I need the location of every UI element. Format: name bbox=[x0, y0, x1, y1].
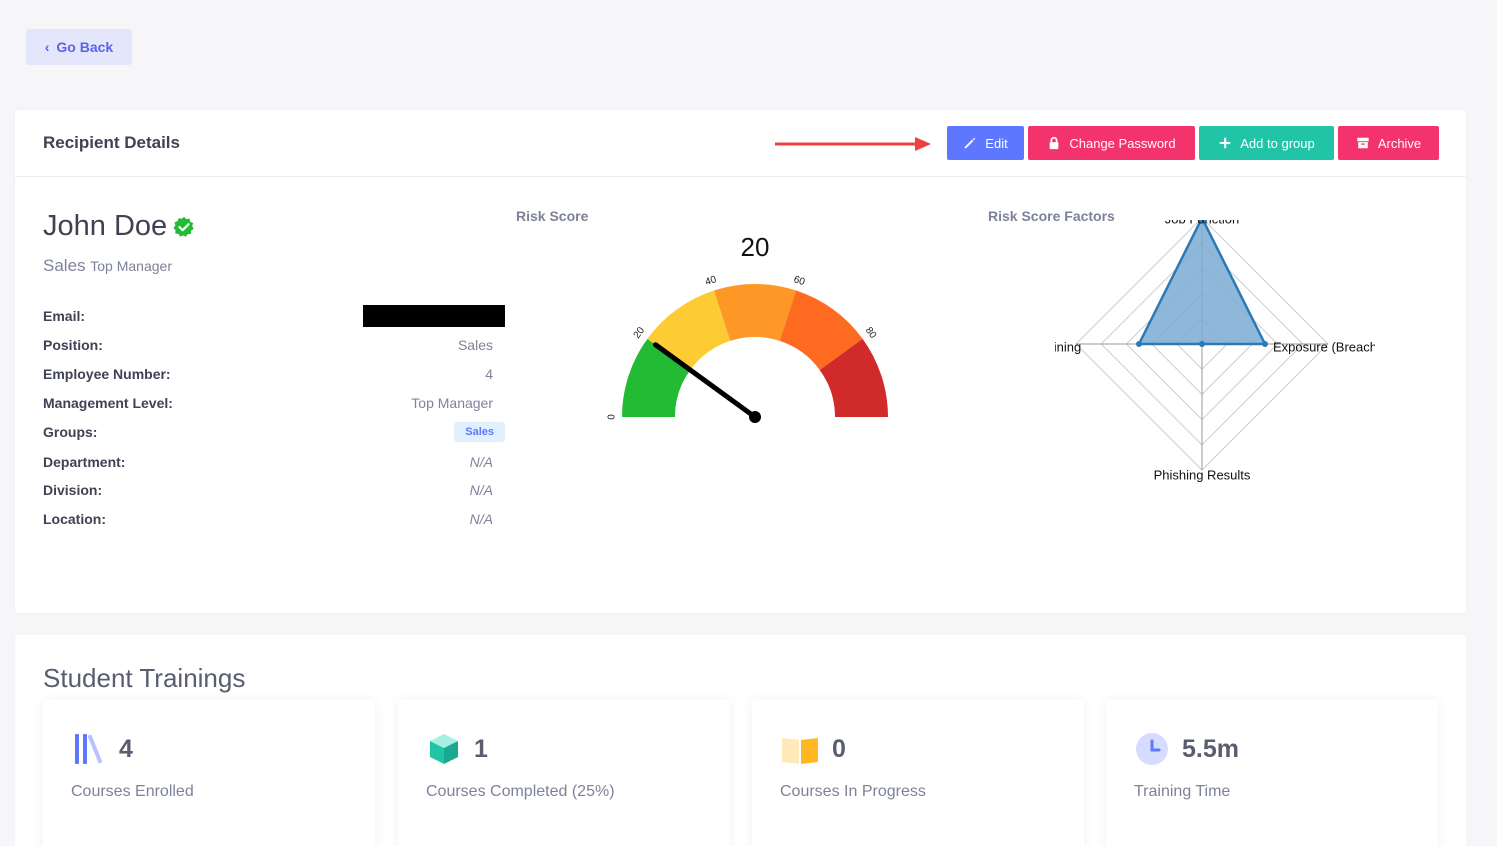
info-row-division: Division: N/A bbox=[43, 479, 505, 501]
chevron-left-icon: ‹ bbox=[44, 39, 50, 55]
radar-axis-label: Phishing Results bbox=[1154, 467, 1251, 482]
radar-point bbox=[1199, 341, 1205, 347]
stat-label: Training Time bbox=[1134, 783, 1231, 800]
card-header: Recipient Details Edit Change Password A… bbox=[15, 110, 1466, 177]
go-back-button[interactable]: ‹ Go Back bbox=[26, 29, 132, 65]
redacted-email bbox=[363, 305, 505, 327]
stat-value: 4 bbox=[119, 734, 133, 763]
change-password-button[interactable]: Change Password bbox=[1028, 126, 1195, 160]
stat-value: 5.5m bbox=[1182, 734, 1239, 763]
subtitle-level: Top Manager bbox=[90, 258, 172, 274]
info-label: Department: bbox=[43, 454, 126, 470]
gauge-tick-label: 60 bbox=[792, 274, 806, 288]
student-trainings-title: Student Trainings bbox=[43, 663, 246, 693]
info-row-location: Location: N/A bbox=[43, 508, 505, 530]
radar-axis-label: Job Function bbox=[1165, 220, 1239, 226]
add-to-group-label: Add to group bbox=[1240, 135, 1315, 151]
gauge-segment bbox=[647, 290, 731, 370]
books-icon bbox=[75, 734, 103, 764]
recipient-details-card: Recipient Details Edit Change Password A… bbox=[15, 110, 1466, 613]
stat-training-time: 5.5m Training Time bbox=[1106, 700, 1438, 846]
info-row-department: Department: N/A bbox=[43, 451, 505, 473]
student-trainings-card: Student Trainings 4 Courses Enrolled 1 C… bbox=[15, 635, 1466, 846]
radar-axis-label: Exposure (Breaches) bbox=[1273, 339, 1375, 354]
info-row-position: Position: Sales bbox=[43, 334, 505, 356]
group-badge[interactable]: Sales bbox=[454, 422, 505, 442]
card-title: Recipient Details bbox=[43, 133, 180, 152]
gauge-tick-label: 20 bbox=[632, 325, 648, 341]
info-value: Sales bbox=[457, 337, 493, 353]
info-label: Location: bbox=[43, 511, 106, 527]
arrow-annotation bbox=[775, 137, 931, 151]
radar-point bbox=[1199, 220, 1205, 221]
stat-label: Courses Enrolled bbox=[71, 783, 194, 800]
change-password-label: Change Password bbox=[1069, 135, 1176, 151]
risk-factors-label: Risk Score Factors bbox=[988, 208, 1115, 224]
archive-button[interactable]: Archive bbox=[1338, 126, 1439, 160]
risk-score-label: Risk Score bbox=[516, 208, 589, 224]
add-to-group-button[interactable]: Add to group bbox=[1199, 126, 1334, 160]
stat-courses-enrolled: 4 Courses Enrolled bbox=[43, 700, 375, 846]
lock-icon bbox=[1050, 136, 1059, 150]
info-label: Email: bbox=[43, 308, 86, 324]
info-label: Division: bbox=[43, 482, 103, 498]
info-label: Position: bbox=[43, 337, 103, 353]
subtitle-department: Sales bbox=[43, 256, 86, 275]
edit-button[interactable]: Edit bbox=[947, 126, 1024, 160]
stat-value: 0 bbox=[832, 734, 846, 763]
gauge-needle bbox=[652, 342, 758, 420]
box-icon bbox=[430, 734, 458, 764]
radar-data-area bbox=[1136, 220, 1268, 346]
radar-point bbox=[1262, 341, 1268, 347]
info-row-email: Email: bbox=[43, 305, 505, 327]
gauge-tick-label: 0 bbox=[607, 414, 618, 420]
recipient-subtitle: Sales Top Manager bbox=[43, 256, 172, 276]
radar-axis-label: Training bbox=[1055, 339, 1081, 354]
info-row-management-level: Management Level: Top Manager bbox=[43, 392, 505, 414]
stat-courses-completed: 1 Courses Completed (25%) bbox=[398, 700, 730, 846]
info-label: Groups: bbox=[43, 424, 98, 440]
recipient-name-text: John Doe bbox=[43, 210, 168, 242]
info-value: N/A bbox=[469, 482, 493, 498]
info-label: Management Level: bbox=[43, 395, 173, 411]
gauge-tick-label: 80 bbox=[863, 325, 879, 341]
info-row-employee-number: Employee Number: 4 bbox=[43, 363, 505, 385]
verified-icon bbox=[173, 216, 194, 237]
info-row-groups: Groups: Sales bbox=[43, 421, 505, 443]
risk-factors-radar: Job Function Exposure (Breaches) Phishing … bbox=[1055, 220, 1375, 482]
gauge-tick-label: 100 bbox=[892, 409, 895, 426]
stat-label: Courses In Progress bbox=[780, 783, 926, 800]
gauge-needle-hub bbox=[749, 411, 761, 423]
gauge-tick-label: 40 bbox=[704, 274, 718, 288]
open-book-icon bbox=[782, 738, 818, 764]
radar-point bbox=[1136, 341, 1142, 347]
recipient-name: John Doe bbox=[43, 210, 195, 243]
info-value: N/A bbox=[469, 454, 493, 470]
info-value: Top Manager bbox=[411, 395, 493, 411]
stat-label: Courses Completed (25%) bbox=[426, 783, 615, 800]
info-value: 4 bbox=[485, 366, 493, 382]
info-label: Employee Number: bbox=[43, 366, 171, 382]
clock-icon bbox=[1136, 733, 1168, 765]
stat-courses-in-progress: 0 Courses In Progress bbox=[752, 700, 1084, 846]
archive-icon bbox=[1357, 137, 1369, 149]
gauge-segment bbox=[779, 290, 863, 370]
archive-label: Archive bbox=[1377, 135, 1422, 151]
gauge-segment bbox=[713, 284, 797, 341]
go-back-label: Go Back bbox=[56, 39, 114, 55]
plus-icon bbox=[1220, 137, 1231, 149]
pencil-icon bbox=[965, 137, 976, 149]
stat-value: 1 bbox=[474, 734, 488, 763]
gauge-value: 20 bbox=[741, 232, 770, 262]
edit-label: Edit bbox=[985, 135, 1008, 151]
gauge-segment bbox=[819, 338, 888, 417]
risk-score-gauge: 0 20 40 60 80 100 20 bbox=[607, 232, 895, 426]
info-value: N/A bbox=[469, 511, 493, 527]
